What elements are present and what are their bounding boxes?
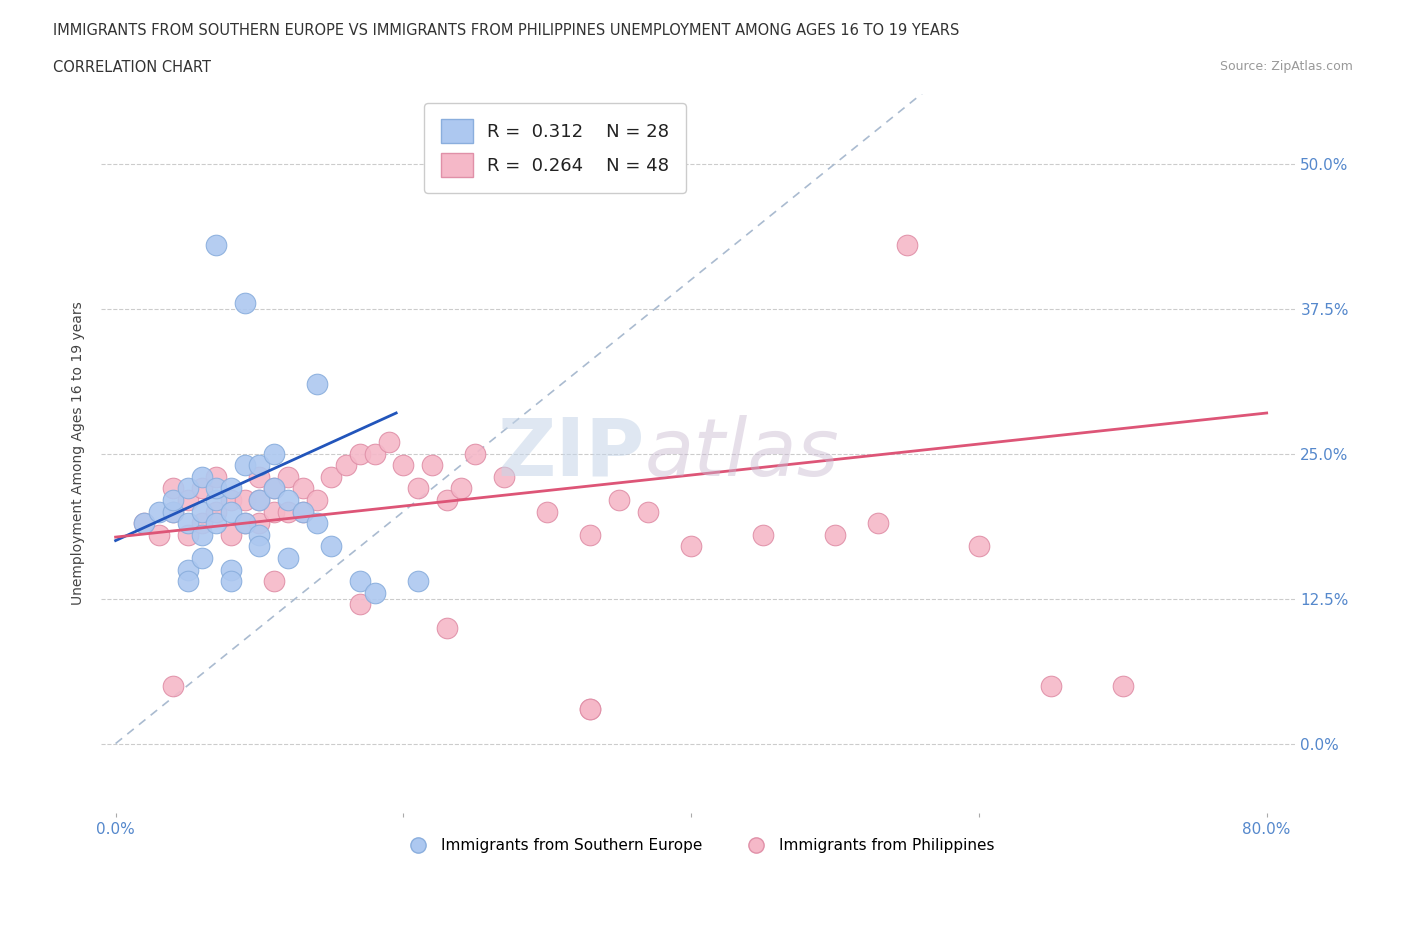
Point <box>263 481 285 496</box>
Point <box>249 458 271 472</box>
Point <box>406 481 429 496</box>
Point <box>277 493 299 508</box>
Point <box>249 527 271 542</box>
Point <box>291 504 314 519</box>
Point <box>349 446 371 461</box>
Point <box>148 527 170 542</box>
Point <box>249 493 271 508</box>
Point <box>406 574 429 589</box>
Point <box>219 504 242 519</box>
Point <box>263 481 285 496</box>
Point <box>162 678 184 693</box>
Point <box>277 551 299 565</box>
Point <box>277 504 299 519</box>
Point <box>335 458 357 472</box>
Point <box>219 527 242 542</box>
Point <box>349 597 371 612</box>
Point <box>191 481 214 496</box>
Point <box>205 504 228 519</box>
Point <box>579 701 602 716</box>
Point <box>277 470 299 485</box>
Point <box>291 481 314 496</box>
Point <box>450 481 472 496</box>
Point <box>191 527 214 542</box>
Point <box>249 516 271 531</box>
Point <box>233 493 256 508</box>
Point <box>162 493 184 508</box>
Point <box>219 481 242 496</box>
Point <box>134 516 156 531</box>
Point <box>305 516 328 531</box>
Point <box>868 516 890 531</box>
Point <box>349 574 371 589</box>
Point <box>263 504 285 519</box>
Point <box>363 585 385 600</box>
Point <box>1039 678 1062 693</box>
Point <box>219 562 242 577</box>
Point <box>824 527 846 542</box>
Point <box>162 504 184 519</box>
Point <box>579 527 602 542</box>
Point <box>249 493 271 508</box>
Point <box>176 562 198 577</box>
Point <box>392 458 415 472</box>
Point <box>176 516 198 531</box>
Point <box>752 527 775 542</box>
Point <box>205 237 228 252</box>
Point <box>205 481 228 496</box>
Point <box>219 574 242 589</box>
Point <box>263 574 285 589</box>
Point <box>321 470 343 485</box>
Text: CORRELATION CHART: CORRELATION CHART <box>53 60 211 75</box>
Point <box>176 481 198 496</box>
Point <box>233 458 256 472</box>
Point <box>363 446 385 461</box>
Point <box>205 493 228 508</box>
Point <box>536 504 558 519</box>
Point <box>162 504 184 519</box>
Text: ZIP: ZIP <box>498 415 644 493</box>
Legend: Immigrants from Southern Europe, Immigrants from Philippines: Immigrants from Southern Europe, Immigra… <box>396 832 1000 859</box>
Point <box>219 493 242 508</box>
Point <box>436 493 458 508</box>
Point <box>233 296 256 311</box>
Point <box>378 434 401 449</box>
Point <box>176 574 198 589</box>
Point <box>191 504 214 519</box>
Point <box>205 516 228 531</box>
Point <box>233 516 256 531</box>
Point <box>967 539 990 554</box>
Point <box>291 504 314 519</box>
Point <box>176 493 198 508</box>
Text: IMMIGRANTS FROM SOUTHERN EUROPE VS IMMIGRANTS FROM PHILIPPINES UNEMPLOYMENT AMON: IMMIGRANTS FROM SOUTHERN EUROPE VS IMMIG… <box>53 23 960 38</box>
Text: Source: ZipAtlas.com: Source: ZipAtlas.com <box>1219 60 1353 73</box>
Point <box>162 481 184 496</box>
Point <box>305 377 328 392</box>
Point <box>205 470 228 485</box>
Point <box>191 470 214 485</box>
Point <box>249 470 271 485</box>
Point <box>249 539 271 554</box>
Point <box>607 493 630 508</box>
Text: atlas: atlas <box>644 415 839 493</box>
Point <box>436 620 458 635</box>
Point <box>896 237 918 252</box>
Point <box>134 516 156 531</box>
Point <box>321 539 343 554</box>
Point <box>464 446 486 461</box>
Point <box>681 539 703 554</box>
Point <box>176 527 198 542</box>
Point <box>494 470 516 485</box>
Point <box>1112 678 1135 693</box>
Point <box>191 551 214 565</box>
Point <box>233 516 256 531</box>
Point <box>579 701 602 716</box>
Point <box>148 504 170 519</box>
Point <box>637 504 659 519</box>
Point <box>305 493 328 508</box>
Point <box>191 516 214 531</box>
Point <box>263 446 285 461</box>
Point <box>420 458 443 472</box>
Y-axis label: Unemployment Among Ages 16 to 19 years: Unemployment Among Ages 16 to 19 years <box>72 301 86 605</box>
